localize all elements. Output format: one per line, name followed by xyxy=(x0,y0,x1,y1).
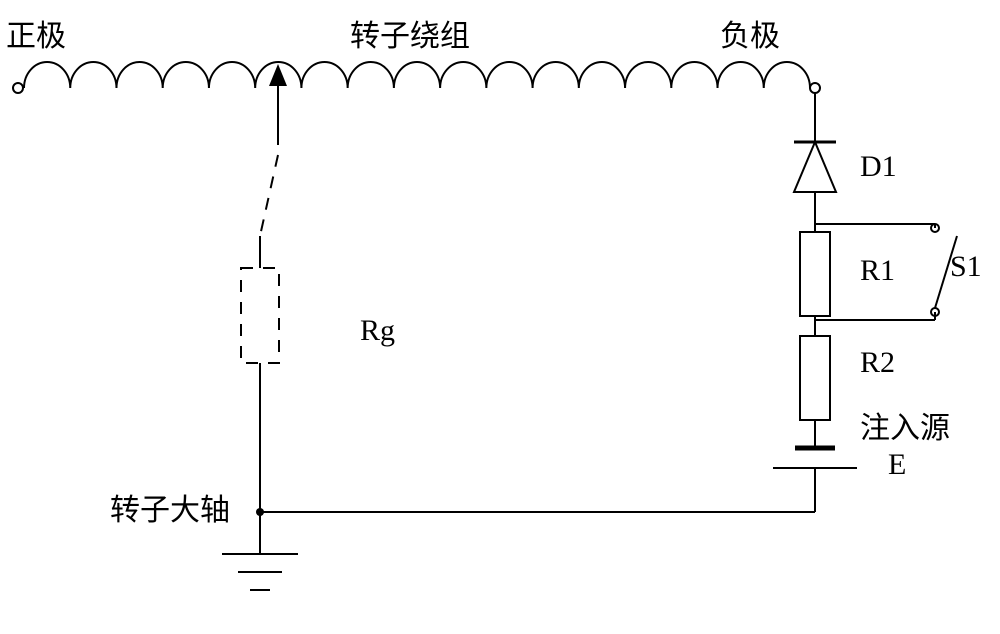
label-rotor-winding: 转子绕组 xyxy=(350,20,470,53)
circuit-diagram: 正极 转子绕组 负极 D1 R1 S1 R2 Rg 注入源E 转子大轴 xyxy=(6,20,982,590)
label-rotor-shaft: 转子大轴 xyxy=(110,494,230,527)
label-r1: R1 xyxy=(860,254,895,287)
arrowhead-icon xyxy=(269,64,287,86)
resistor-r2 xyxy=(800,336,830,420)
label-d1: D1 xyxy=(860,150,897,183)
rotor-winding-inductor xyxy=(24,62,810,88)
positive-terminal xyxy=(13,83,23,93)
label-negative: 负极 xyxy=(720,20,780,53)
label-s1: S1 xyxy=(950,250,982,283)
label-e: E xyxy=(888,448,906,481)
label-positive: 正极 xyxy=(6,20,66,53)
resistor-r1 xyxy=(800,232,830,316)
fault-break xyxy=(260,155,278,236)
label-r2: R2 xyxy=(860,346,895,379)
diode-d1 xyxy=(794,142,836,192)
negative-terminal xyxy=(810,83,820,93)
label-rg: Rg xyxy=(360,314,395,347)
label-injection-source: 注入源 xyxy=(860,412,950,445)
resistor-rg xyxy=(241,268,279,363)
